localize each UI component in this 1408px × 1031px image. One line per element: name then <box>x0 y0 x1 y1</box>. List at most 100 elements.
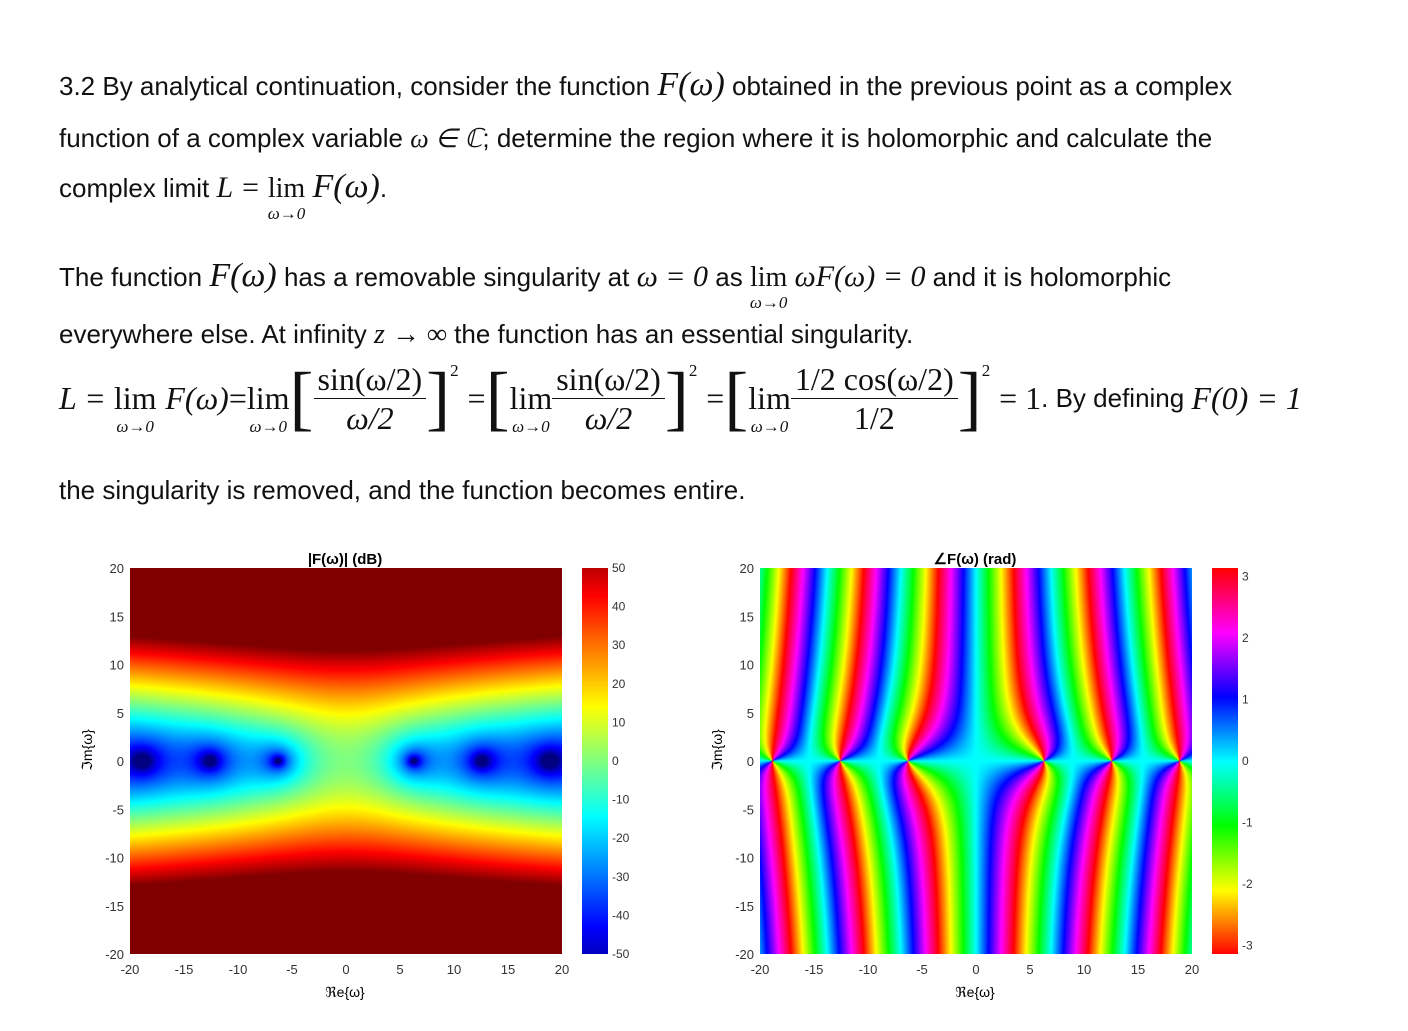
x-tick-label: -15 <box>805 962 824 977</box>
x-tick-label: -5 <box>916 962 928 977</box>
text-span: and it is holomorphic <box>925 262 1172 292</box>
colorbar-tick-label: 40 <box>612 600 626 614</box>
colorbar-tick-label: 20 <box>612 677 626 691</box>
y-tick-label: -20 <box>735 947 754 962</box>
colorbar-tick-label: 50 <box>612 561 626 575</box>
y-tick-label: 15 <box>740 609 754 624</box>
phase-colorbar <box>1212 568 1238 954</box>
x-tick-label: 20 <box>555 962 569 977</box>
x-tick-label: -5 <box>286 962 298 977</box>
colorbar-tick-label: -30 <box>612 870 630 884</box>
math-eq-one: = 1 <box>999 380 1042 416</box>
x-tick-label: -10 <box>229 962 248 977</box>
x-tick-label: 20 <box>1185 962 1199 977</box>
magnitude-figure: |F(ω)| (dB) 20 15 10 5 0 -5 -10 -15 -20 -20 -15 -1… <box>60 540 650 1020</box>
bracket-group-2: [lim ω→0 sin(ω/2) ω/2]2 <box>485 358 698 438</box>
math-omega-F: ωF(ω) = 0 <box>794 260 926 293</box>
text-span: complex limit <box>59 173 217 203</box>
math-lim: lim ω→0 <box>509 380 553 436</box>
x-tick-label: 15 <box>1131 962 1145 977</box>
y-tick-label: 20 <box>110 561 124 576</box>
math-lim: lim ω→0 <box>749 262 788 312</box>
y-tick-label: 15 <box>110 609 124 624</box>
math-L: L = <box>59 380 114 416</box>
colorbar-tick-label: 10 <box>612 715 626 729</box>
x-tick-labels: -20 -15 -10 -5 0 5 10 15 20 <box>121 962 570 977</box>
magnitude-heatmap <box>130 568 562 954</box>
bracket-group-1: [sin(ω/2) ω/2]2 <box>289 358 459 438</box>
math-F-omega: F(ω) <box>657 66 725 103</box>
y-tick-label: 10 <box>110 658 124 673</box>
math-lim: lim ω→0 <box>267 173 306 223</box>
y-axis-label: ℑm{ω} <box>79 729 95 771</box>
math-F-omega: F(ω) <box>165 380 229 416</box>
x-axis-label: ℜe{ω} <box>955 984 995 1000</box>
fraction-sinc: sin(ω/2) ω/2 <box>552 363 665 434</box>
y-tick-label: -5 <box>112 802 124 817</box>
colorbar-tick-label: 0 <box>1242 754 1249 768</box>
x-tick-label: 10 <box>447 962 461 977</box>
math-lim: lim ω→0 <box>246 380 290 436</box>
phase-heatmap <box>760 568 1192 954</box>
y-tick-label: 5 <box>117 706 124 721</box>
colorbar-tick-label: -20 <box>612 831 630 845</box>
y-tick-label: 0 <box>747 754 754 769</box>
math-L: L = <box>216 171 268 204</box>
colorbar-tick-labels: 3 2 1 0 -1 -2 -3 <box>1242 570 1253 953</box>
y-tick-label: 10 <box>740 658 754 673</box>
colorbar-tick-label: 1 <box>1242 693 1249 707</box>
y-tick-label: -10 <box>735 851 754 866</box>
y-tick-label: -5 <box>742 802 754 817</box>
problem-statement-line-2: function of a complex variable ω ∈ ℂ; de… <box>59 125 1212 152</box>
text-span: ; determine the region where it is holom… <box>482 123 1213 153</box>
math-omega-in-C: ω ∈ ℂ <box>410 124 483 153</box>
x-tick-label: 5 <box>1026 962 1033 977</box>
answer-line-2: everywhere else. At infinity z → ∞ the f… <box>59 321 913 349</box>
figure-title: |F(ω)| (dB) <box>308 551 382 568</box>
text-span: as <box>708 262 750 292</box>
y-tick-labels: 20 15 10 5 0 -5 -10 -15 -20 <box>105 561 124 962</box>
x-tick-label: -10 <box>859 962 878 977</box>
text-span: has a removable singularity at <box>276 262 637 292</box>
answer-line-4: the singularity is removed, and the func… <box>59 477 746 503</box>
text-span: The function <box>59 262 210 292</box>
math-z-infinity: z → ∞ <box>374 319 447 350</box>
x-tick-label: -20 <box>751 962 770 977</box>
colorbar-tick-label: -40 <box>612 908 630 922</box>
x-tick-label: -15 <box>175 962 194 977</box>
math-omega-0: ω = 0 <box>636 260 709 293</box>
answer-line-1: The function F(ω) has a removable singul… <box>59 259 1172 312</box>
text-span: function of a complex variable <box>59 123 411 153</box>
figure-title: ∠F(ω) (rad) <box>934 551 1017 568</box>
colorbar-tick-labels: 50 40 30 20 10 0 -10 -20 -30 -40 -50 <box>612 561 630 961</box>
x-tick-label: 0 <box>972 962 979 977</box>
colorbar-tick-label: 2 <box>1242 631 1249 645</box>
problem-statement-line-1: 3.2 By analytical continuation, consider… <box>59 68 1232 102</box>
x-tick-labels: -20 -15 -10 -5 0 5 10 15 20 <box>751 962 1200 977</box>
colorbar-tick-label: 0 <box>612 754 619 768</box>
limit-equation: L = lim ω→0 F(ω)=lim ω→0[sin(ω/2) ω/2]2 =[l… <box>59 358 1302 438</box>
colorbar-tick-label: -50 <box>612 947 630 961</box>
bracket-group-3: [lim ω→0 1/2 cos(ω/2) 1/2]2 <box>724 358 991 438</box>
text-span: the function has an essential singularit… <box>446 319 914 349</box>
colorbar-tick-label: -10 <box>612 793 630 807</box>
y-tick-label: -15 <box>735 899 754 914</box>
colorbar-tick-label: 30 <box>612 638 626 652</box>
colorbar-tick-label: -3 <box>1242 938 1253 952</box>
magnitude-colorbar <box>582 568 608 954</box>
math-lim: lim ω→0 <box>748 380 791 436</box>
fraction-lhopital: 1/2 cos(ω/2) 1/2 <box>790 363 958 434</box>
math-lim: lim ω→0 <box>113 380 157 436</box>
colorbar-tick-label: -1 <box>1242 815 1253 829</box>
phase-figure: ∠F(ω) (rad) 20 15 10 5 0 -5 -10 -15 -20 -20 -15 -1… <box>690 540 1280 1020</box>
y-tick-labels: 20 15 10 5 0 -5 -10 -15 -20 <box>735 561 754 962</box>
y-tick-label: -15 <box>105 899 124 914</box>
problem-statement-line-3: complex limit L = lim ω→0 F(ω). <box>59 168 388 223</box>
y-tick-label: 5 <box>747 706 754 721</box>
math-F0: F(0) = 1 <box>1191 380 1302 416</box>
y-tick-label: 20 <box>740 561 754 576</box>
x-tick-label: -20 <box>121 962 140 977</box>
y-tick-label: 0 <box>117 754 124 769</box>
